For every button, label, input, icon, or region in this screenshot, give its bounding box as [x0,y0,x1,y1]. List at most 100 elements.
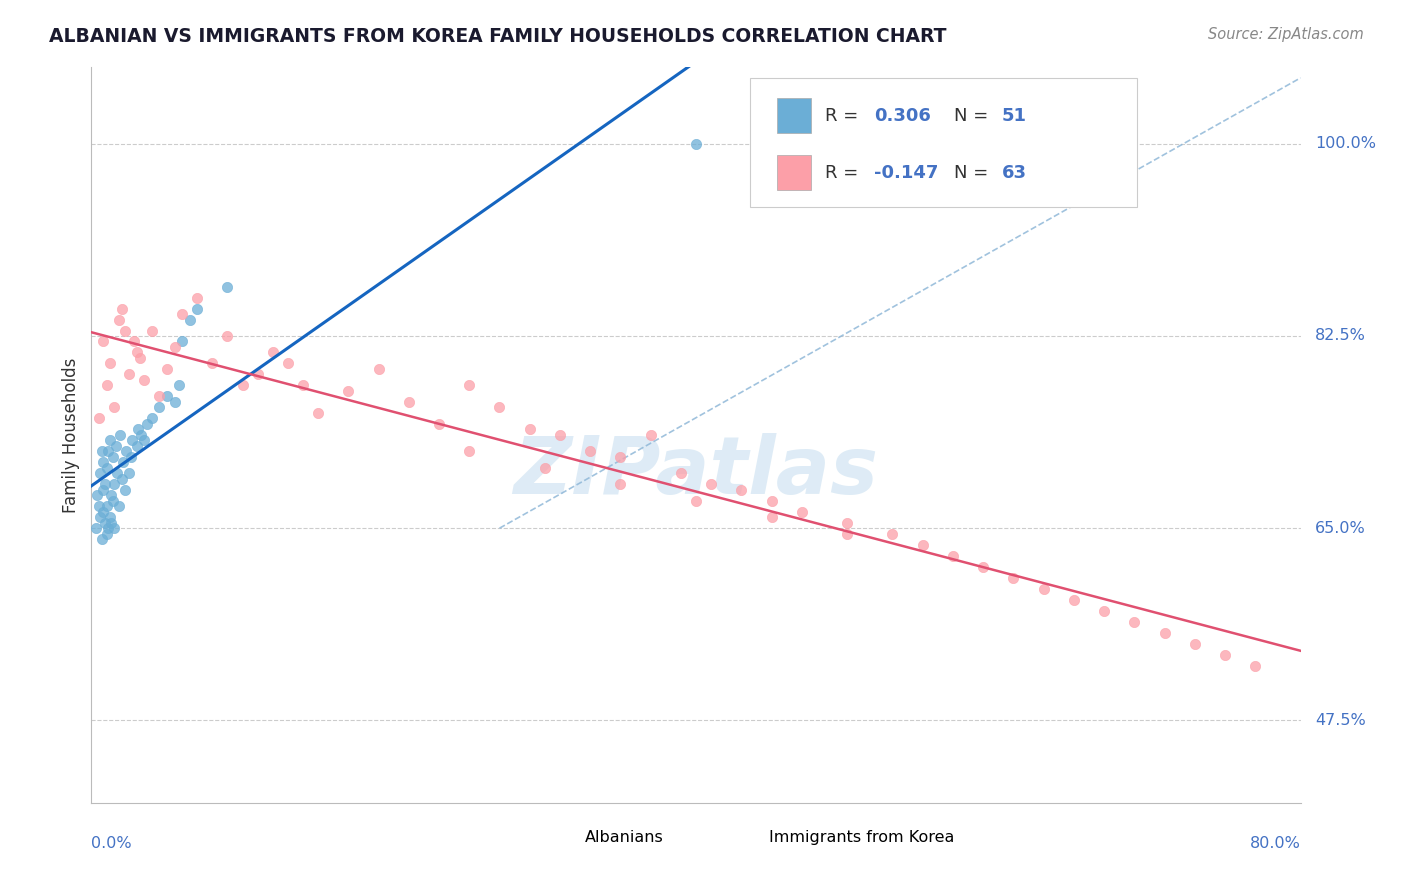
Point [163,395,186,409]
Point [100,516,122,530]
Point [882,526,904,541]
Text: 65.0%: 65.0% [1315,521,1365,536]
Text: Source: ZipAtlas.com: Source: ZipAtlas.com [1208,27,1364,42]
Point [103,401,125,415]
Point [730,483,752,497]
Point [93,455,115,469]
Point [277,356,299,370]
Point [458,444,481,458]
Point [1153,625,1175,640]
Point [129,427,152,442]
Point [579,444,602,458]
FancyBboxPatch shape [541,823,575,851]
Point [98,510,121,524]
Point [91,444,114,458]
Text: -0.147: -0.147 [873,164,938,182]
Point [167,378,190,392]
Point [104,439,127,453]
Point [86,488,108,502]
Point [835,516,858,530]
Point [125,345,148,359]
Point [101,493,124,508]
Point [89,510,111,524]
Text: R =: R = [825,107,865,125]
Point [1184,636,1206,650]
Point [93,505,115,519]
Point [94,516,117,530]
Text: Albanians: Albanians [585,830,664,845]
FancyBboxPatch shape [751,78,1137,207]
Text: ZIPatlas: ZIPatlas [513,433,879,510]
Text: 63: 63 [1002,164,1026,182]
Point [87,411,110,425]
Point [761,493,783,508]
Point [186,291,208,305]
Point [107,500,129,514]
Point [186,301,208,316]
Point [292,378,315,392]
Point [1032,582,1054,596]
Point [96,460,118,475]
Point [217,279,239,293]
Point [201,356,224,370]
Point [172,334,194,349]
FancyBboxPatch shape [778,98,811,134]
Point [118,467,141,481]
Point [128,351,150,365]
Point [163,340,186,354]
Point [96,526,118,541]
Point [307,406,329,420]
Text: R =: R = [825,164,865,182]
Point [172,307,194,321]
Point [89,467,111,481]
Point [134,434,156,448]
Point [114,324,136,338]
Point [91,532,114,546]
Point [136,417,159,431]
Point [700,477,723,491]
Point [1063,592,1085,607]
Point [97,521,120,535]
Point [609,477,631,491]
Point [685,136,707,151]
Point [1092,604,1115,618]
Point [111,301,132,316]
Point [1244,658,1267,673]
Point [93,483,115,497]
Point [217,329,239,343]
Text: 100.0%: 100.0% [1315,136,1376,152]
Point [101,450,124,464]
Point [127,422,149,436]
Point [84,521,107,535]
Text: 0.0%: 0.0% [91,836,132,851]
Point [103,477,125,491]
Point [519,422,541,436]
Point [125,439,148,453]
Text: ALBANIAN VS IMMIGRANTS FROM KOREA FAMILY HOUSEHOLDS CORRELATION CHART: ALBANIAN VS IMMIGRANTS FROM KOREA FAMILY… [49,27,946,45]
Text: 0.306: 0.306 [873,107,931,125]
Point [427,417,450,431]
Point [685,493,707,508]
Point [111,472,132,486]
Point [121,434,143,448]
Point [108,427,131,442]
Point [134,373,156,387]
Text: 80.0%: 80.0% [1250,836,1301,851]
Y-axis label: Family Households: Family Households [62,357,80,513]
Point [367,362,389,376]
Point [790,505,813,519]
Point [246,368,269,382]
Point [96,378,118,392]
Point [97,444,120,458]
Point [93,334,115,349]
Point [458,378,481,392]
Point [122,334,145,349]
Point [87,500,110,514]
Point [398,395,420,409]
Point [488,401,510,415]
Point [100,488,122,502]
Point [107,312,129,326]
Point [972,559,994,574]
FancyBboxPatch shape [778,155,811,191]
Point [337,384,360,398]
